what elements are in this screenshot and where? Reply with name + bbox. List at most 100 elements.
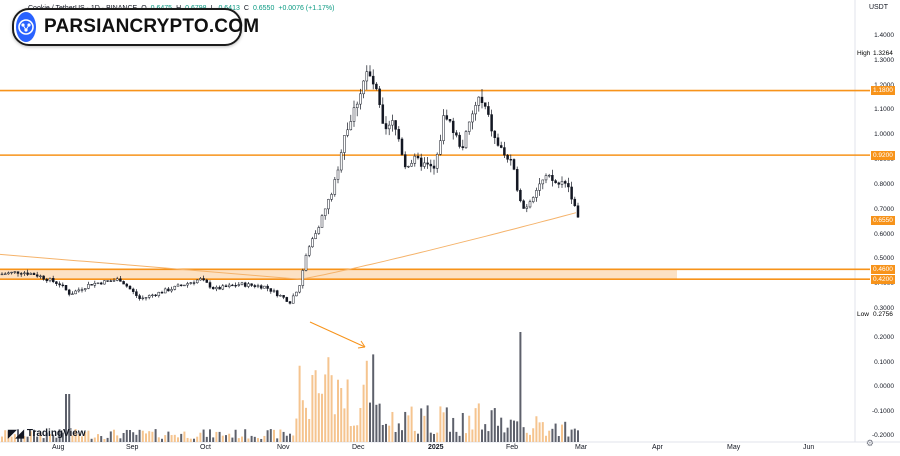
candle-body: [115, 278, 119, 281]
candle-body: [496, 137, 500, 146]
gear-icon[interactable]: ⚙: [865, 438, 874, 448]
candle-body: [515, 169, 519, 191]
volume-tick-label: -0.1000: [871, 407, 894, 415]
candle-body: [522, 200, 525, 209]
volume-bar: [461, 412, 464, 442]
volume-bar: [151, 431, 154, 442]
candle-body: [253, 285, 257, 287]
candle-body: [135, 291, 138, 296]
volume-bar: [557, 436, 560, 442]
volume-bar: [157, 437, 160, 442]
volume-bar: [260, 438, 263, 442]
candle-body: [397, 129, 401, 140]
candle-body: [435, 154, 439, 169]
volume-bar: [189, 438, 192, 442]
volume-bar: [209, 429, 211, 442]
candle-body: [256, 285, 260, 287]
candle-body: [288, 301, 292, 304]
volume-bar: [548, 430, 551, 442]
currency-label[interactable]: USDT: [868, 4, 888, 11]
volume-bar: [468, 415, 471, 442]
candle-body: [336, 169, 340, 180]
candle-body: [576, 205, 580, 218]
volume-bar: [100, 436, 103, 442]
volume-bar: [13, 434, 16, 442]
volume-bar: [445, 407, 448, 442]
candle-body: [381, 104, 385, 124]
volume-bar: [55, 437, 58, 442]
price-tick-label: 0.7000: [874, 205, 894, 213]
candle-body: [298, 285, 301, 293]
candle-body: [375, 83, 378, 90]
volume-bar: [516, 421, 519, 442]
tradingview-logo[interactable]: ◤◢ TradingView: [8, 427, 86, 440]
trend-arrow: [309, 321, 366, 348]
candles: [0, 65, 580, 305]
volume-bar: [196, 436, 199, 442]
volume-bar: [481, 429, 483, 442]
candle-body: [327, 199, 330, 210]
volume-bar: [132, 432, 135, 442]
candle-body: [7, 272, 10, 275]
candle-body: [87, 284, 90, 289]
volume-bar: [525, 432, 528, 442]
volume-bar: [340, 388, 343, 442]
volume-bar: [42, 438, 45, 442]
volume-bar: [145, 433, 147, 442]
volume-bar: [513, 420, 515, 442]
candle-body: [499, 145, 503, 148]
volume-bar: [122, 432, 125, 442]
candle-body: [96, 282, 100, 284]
volume-bar: [372, 354, 375, 442]
volume-bar: [161, 438, 163, 442]
candle-body: [509, 159, 513, 161]
candle-body: [487, 106, 490, 115]
candle-body: [573, 198, 577, 206]
candle-body: [285, 297, 289, 302]
volume-bar: [330, 375, 333, 442]
volume-bar: [442, 412, 445, 442]
candle-body: [467, 121, 471, 132]
volume-bar: [71, 435, 74, 442]
volume-tick-label: 0.0000: [874, 383, 894, 390]
volume-bar: [109, 431, 112, 442]
candle-body: [413, 155, 417, 164]
time-tick-label: Oct: [200, 444, 211, 451]
candle-body: [51, 278, 55, 282]
candle-body: [192, 282, 196, 284]
volume-bar: [477, 403, 480, 442]
volume-bar: [346, 379, 349, 442]
volume-bar: [199, 432, 202, 442]
volume-bar: [26, 436, 29, 442]
candle-body: [531, 197, 535, 202]
volume-bar: [119, 438, 122, 442]
candle-body: [307, 246, 311, 256]
candle-body: [352, 107, 356, 122]
candle-body: [176, 284, 180, 287]
volume-bar: [215, 431, 218, 442]
brain-logo-icon: [16, 12, 36, 42]
candle-body: [423, 162, 426, 167]
volume-bar: [439, 406, 442, 442]
candle-body: [109, 280, 113, 282]
volume-bar: [170, 435, 173, 442]
volume-bar: [375, 404, 378, 442]
candle-body: [10, 271, 13, 274]
volume-bar: [138, 429, 141, 442]
volume-bar: [23, 436, 26, 442]
volume-tick-label: -0.2000: [871, 432, 894, 439]
volume-bar: [573, 428, 576, 442]
volume-bar: [452, 417, 455, 442]
candle-body: [250, 283, 253, 286]
price-level-badge: 1.1800: [871, 86, 895, 96]
watermark-badge: PARSIANCRYPTO.COM: [12, 8, 259, 46]
volume-bar: [493, 408, 496, 442]
volume-bar: [410, 406, 413, 442]
low-value: 0.2756: [873, 311, 893, 319]
candle-body: [400, 138, 404, 155]
volume-bar: [244, 429, 247, 442]
candle-body: [554, 180, 557, 184]
price-tick-label: 0.6000: [874, 230, 894, 238]
candle-body: [221, 285, 225, 290]
